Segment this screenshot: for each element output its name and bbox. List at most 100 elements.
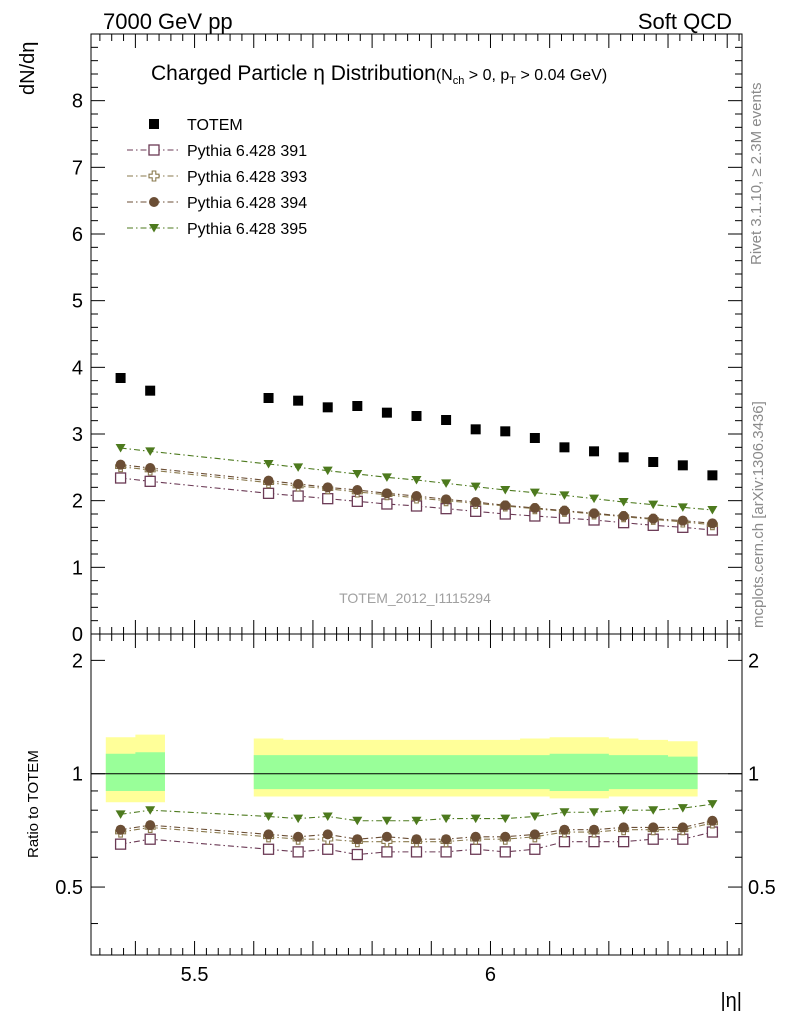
- ratio-tick-label-right: 0.5: [748, 877, 776, 899]
- series-4-ratio-point: [529, 812, 540, 821]
- data-point: [707, 470, 718, 481]
- series-1-ratio-point: [440, 846, 452, 858]
- series-3-ratio-point: [263, 829, 274, 840]
- series-1-ratio-point: [381, 846, 393, 858]
- series-1-line: [120, 477, 713, 531]
- y-tick-label: 4: [72, 357, 83, 379]
- ratio-tick-label-left: 1: [72, 764, 83, 786]
- series-3-ratio-point: [145, 820, 156, 831]
- legend-marker-1: [148, 144, 160, 156]
- series-4-ratio-point: [589, 808, 600, 817]
- ratio-tick-label-right: 1: [748, 764, 759, 786]
- series-1-ratio-point: [529, 843, 541, 855]
- series-4-ratio-point: [381, 816, 392, 826]
- data-point: [263, 393, 274, 403]
- series-4-ratio-point: [441, 814, 452, 824]
- series-3-ratio-point: [677, 822, 688, 833]
- series-3-ratio-point: [470, 831, 481, 842]
- series-1-point: [322, 493, 334, 505]
- series-3-ratio-point: [381, 831, 392, 842]
- process-label: Soft QCD: [637, 9, 732, 34]
- inner-error-band: [105, 752, 698, 791]
- axes: 0 1 2 3 4 5 6 7 8 5.5 6 0.5 1 2 0.5 1 2: [55, 33, 776, 986]
- series-1-ratio-point: [292, 846, 304, 858]
- analysis-watermark: TOTEM_2012_I1115294: [339, 590, 491, 606]
- y-axis-label: dN/dη: [17, 42, 39, 95]
- y-tick-label: 5: [72, 291, 83, 313]
- series-1-ratio-point: [647, 833, 659, 845]
- series-4-point: [559, 491, 570, 500]
- series-4-point: [470, 482, 481, 492]
- series-4-ratio-point: [293, 814, 304, 824]
- series-4-ratio-point: [352, 816, 363, 826]
- series-4-ratio-point: [500, 814, 511, 824]
- series-4-point: [648, 500, 659, 510]
- series-3-point: [381, 488, 392, 499]
- series-3-point: [648, 513, 659, 524]
- ratio-y-axis-label: Ratio to TOTEM: [25, 750, 42, 858]
- x-tick-label: 6: [485, 964, 496, 986]
- series-1-ratio-point: [499, 846, 511, 858]
- series-3-point: [707, 518, 718, 529]
- chart-title-text: Charged Particle η Distribution: [151, 62, 436, 85]
- series-1-ratio-point: [558, 836, 571, 848]
- series-4-ratio-point: [618, 806, 629, 815]
- rivet-label: Rivet 3.1.10, ≥ 2.3M events: [748, 83, 765, 266]
- series-3-point: [559, 505, 570, 516]
- legend-marker-2: [148, 170, 160, 182]
- data-point: [618, 452, 629, 463]
- data-point: [411, 411, 422, 421]
- series-4-point: [322, 466, 333, 476]
- pt-var: p: [500, 67, 510, 84]
- series-3-ratio-point: [648, 822, 659, 833]
- data-point: [441, 415, 452, 425]
- ratio-tick-label-left: 2: [72, 650, 83, 672]
- series-3-ratio-line: [120, 820, 713, 840]
- series-1-ratio-point: [262, 843, 275, 855]
- y-tick-label: 7: [72, 157, 83, 179]
- beam-label: 7000 GeV pp: [103, 9, 233, 34]
- series-1-ratio-point: [677, 833, 689, 845]
- series-3-ratio-point: [322, 829, 333, 840]
- series-4-point: [589, 494, 600, 504]
- pt-cond: > 0.04 GeV: [516, 67, 602, 84]
- series-3-ratio-point: [559, 824, 570, 835]
- series-3-point: [322, 482, 333, 493]
- nch-var: N: [441, 67, 453, 84]
- series-3-ratio-point: [529, 829, 540, 840]
- series-3-ratio-point: [411, 834, 422, 845]
- series-4-point: [411, 476, 422, 485]
- series-4-point: [441, 479, 452, 488]
- ratio-tick-label-right: 2: [748, 650, 759, 672]
- chart-title-cuts: (Nch > 0, pT > 0.04 GeV): [435, 67, 608, 88]
- series-3-point: [500, 500, 511, 511]
- data-point: [322, 402, 333, 413]
- series-3-point: [411, 491, 422, 501]
- series-1-ratio-point: [410, 846, 423, 858]
- series-3-ratio-point: [352, 834, 363, 845]
- legend-label-2: Pythia 6.428 393: [187, 169, 307, 186]
- series-3-point: [115, 459, 126, 470]
- series-1-ratio-line: [120, 831, 713, 856]
- series-1-ratio-point: [351, 848, 363, 861]
- series-4-ratio-point: [470, 814, 481, 824]
- series-4-ratio-point: [677, 804, 688, 813]
- legend-marker-3: [149, 197, 159, 207]
- series-1-point: [144, 475, 156, 487]
- legend-label-4: Pythia 6.428 395: [187, 221, 307, 238]
- data-point: [470, 424, 481, 435]
- legend: TOTEM Pythia 6.428 391 Pythia 6.428 393 Pyt…: [127, 117, 307, 238]
- series-3-ratio-point: [500, 831, 511, 842]
- y-tick-label: 2: [72, 491, 83, 513]
- series-4-point: [618, 498, 629, 507]
- series-1-point: [114, 472, 127, 484]
- y-tick-label: 0: [72, 624, 83, 646]
- series-3-point: [263, 475, 274, 486]
- series-4-point: [500, 486, 511, 495]
- error-bands: [91, 734, 742, 803]
- series-3-point: [470, 497, 481, 507]
- y-tick-label: 1: [72, 557, 83, 579]
- nch-sub: ch: [452, 75, 465, 88]
- series-3-ratio-point: [115, 824, 126, 835]
- series-4-ratio-point: [145, 806, 156, 815]
